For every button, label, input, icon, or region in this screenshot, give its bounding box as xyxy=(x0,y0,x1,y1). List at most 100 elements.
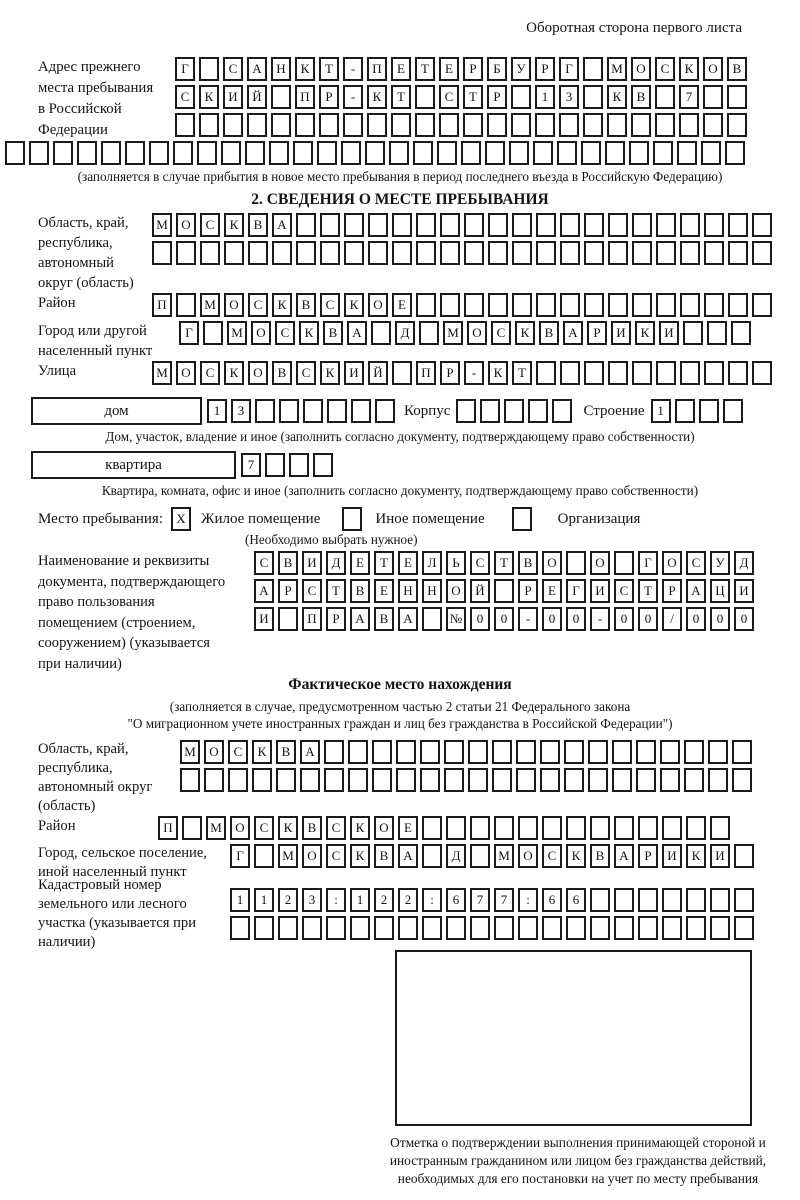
char-box[interactable]: Т xyxy=(391,85,411,109)
char-box[interactable]: 7 xyxy=(241,453,261,477)
char-box[interactable]: 0 xyxy=(734,607,754,631)
char-box[interactable]: А xyxy=(247,57,267,81)
char-box[interactable]: Р xyxy=(487,85,507,109)
checkbox-inoe[interactable] xyxy=(342,507,363,531)
char-box[interactable] xyxy=(344,213,364,237)
char-box[interactable] xyxy=(29,141,49,165)
char-box[interactable]: 1 xyxy=(230,888,250,912)
char-box[interactable] xyxy=(686,916,706,940)
char-box[interactable] xyxy=(679,113,699,137)
char-box[interactable] xyxy=(655,85,675,109)
char-box[interactable] xyxy=(254,844,274,868)
char-box[interactable]: - xyxy=(343,85,363,109)
char-box[interactable] xyxy=(197,141,217,165)
char-box[interactable] xyxy=(367,113,387,137)
char-box[interactable] xyxy=(440,213,460,237)
char-box[interactable]: С xyxy=(439,85,459,109)
char-box[interactable] xyxy=(392,241,412,265)
char-box[interactable]: М xyxy=(206,816,226,840)
char-box[interactable] xyxy=(368,213,388,237)
char-box[interactable] xyxy=(252,768,272,792)
char-box[interactable]: О xyxy=(467,321,487,345)
char-box[interactable] xyxy=(255,399,275,423)
char-box[interactable] xyxy=(504,399,525,423)
char-box[interactable]: К xyxy=(566,844,586,868)
char-box[interactable]: И xyxy=(344,361,364,385)
char-box[interactable] xyxy=(173,141,193,165)
char-box[interactable] xyxy=(416,241,436,265)
char-box[interactable] xyxy=(293,141,313,165)
char-box[interactable] xyxy=(422,844,442,868)
char-box[interactable] xyxy=(470,916,490,940)
char-box[interactable]: К xyxy=(299,321,319,345)
char-box[interactable] xyxy=(584,213,604,237)
char-box[interactable]: В xyxy=(590,844,610,868)
char-box[interactable] xyxy=(326,916,346,940)
char-box[interactable]: Л xyxy=(422,551,442,575)
char-box[interactable] xyxy=(722,399,743,423)
char-box[interactable]: И xyxy=(590,579,610,603)
char-box[interactable]: 0 xyxy=(614,607,634,631)
char-box[interactable]: С xyxy=(248,293,268,317)
char-box[interactable]: : xyxy=(518,888,538,912)
char-box[interactable]: 1 xyxy=(650,399,671,423)
char-box[interactable] xyxy=(324,768,344,792)
char-box[interactable]: Д xyxy=(326,551,346,575)
char-box[interactable]: С xyxy=(491,321,511,345)
char-box[interactable] xyxy=(516,740,536,764)
char-box[interactable] xyxy=(728,241,748,265)
char-box[interactable] xyxy=(662,916,682,940)
char-box[interactable]: О xyxy=(224,293,244,317)
char-box[interactable]: Н xyxy=(271,57,291,81)
char-box[interactable] xyxy=(320,213,340,237)
char-box[interactable]: 7 xyxy=(679,85,699,109)
char-box[interactable]: Н xyxy=(398,579,418,603)
char-box[interactable]: О xyxy=(368,293,388,317)
char-box[interactable] xyxy=(683,321,703,345)
char-box[interactable]: Ц xyxy=(710,579,730,603)
char-box[interactable] xyxy=(704,293,724,317)
char-box[interactable]: А xyxy=(272,213,292,237)
char-box[interactable] xyxy=(560,241,580,265)
char-box[interactable] xyxy=(614,816,634,840)
char-box[interactable]: Г xyxy=(566,579,586,603)
char-box[interactable]: С xyxy=(175,85,195,109)
char-box[interactable] xyxy=(660,740,680,764)
char-box[interactable]: К xyxy=(350,844,370,868)
char-box[interactable]: К xyxy=(679,57,699,81)
char-box[interactable]: Т xyxy=(374,551,394,575)
char-box[interactable] xyxy=(269,141,289,165)
char-box[interactable]: С xyxy=(296,361,316,385)
char-box[interactable]: 7 xyxy=(470,888,490,912)
char-box[interactable]: Р xyxy=(326,607,346,631)
char-box[interactable]: В xyxy=(539,321,559,345)
char-box[interactable]: М xyxy=(607,57,627,81)
char-box[interactable] xyxy=(463,113,483,137)
char-box[interactable]: К xyxy=(607,85,627,109)
char-box[interactable]: Е xyxy=(398,816,418,840)
char-box[interactable] xyxy=(703,113,723,137)
char-box[interactable] xyxy=(607,113,627,137)
char-box[interactable]: Е xyxy=(439,57,459,81)
char-box[interactable] xyxy=(446,816,466,840)
char-box[interactable]: О xyxy=(176,361,196,385)
char-box[interactable] xyxy=(415,85,435,109)
char-box[interactable] xyxy=(365,141,385,165)
char-box[interactable] xyxy=(444,740,464,764)
char-box[interactable]: В xyxy=(272,361,292,385)
char-box[interactable] xyxy=(230,916,250,940)
char-box[interactable] xyxy=(583,113,603,137)
char-box[interactable] xyxy=(608,361,628,385)
char-box[interactable] xyxy=(584,293,604,317)
char-box[interactable]: 6 xyxy=(446,888,466,912)
char-box[interactable]: А xyxy=(254,579,274,603)
char-box[interactable] xyxy=(396,768,416,792)
char-box[interactable] xyxy=(542,816,562,840)
char-box[interactable] xyxy=(560,361,580,385)
char-box[interactable] xyxy=(200,241,220,265)
char-box[interactable] xyxy=(540,768,560,792)
char-box[interactable] xyxy=(614,551,634,575)
char-box[interactable]: О xyxy=(251,321,271,345)
char-box[interactable] xyxy=(464,293,484,317)
char-box[interactable] xyxy=(392,361,412,385)
